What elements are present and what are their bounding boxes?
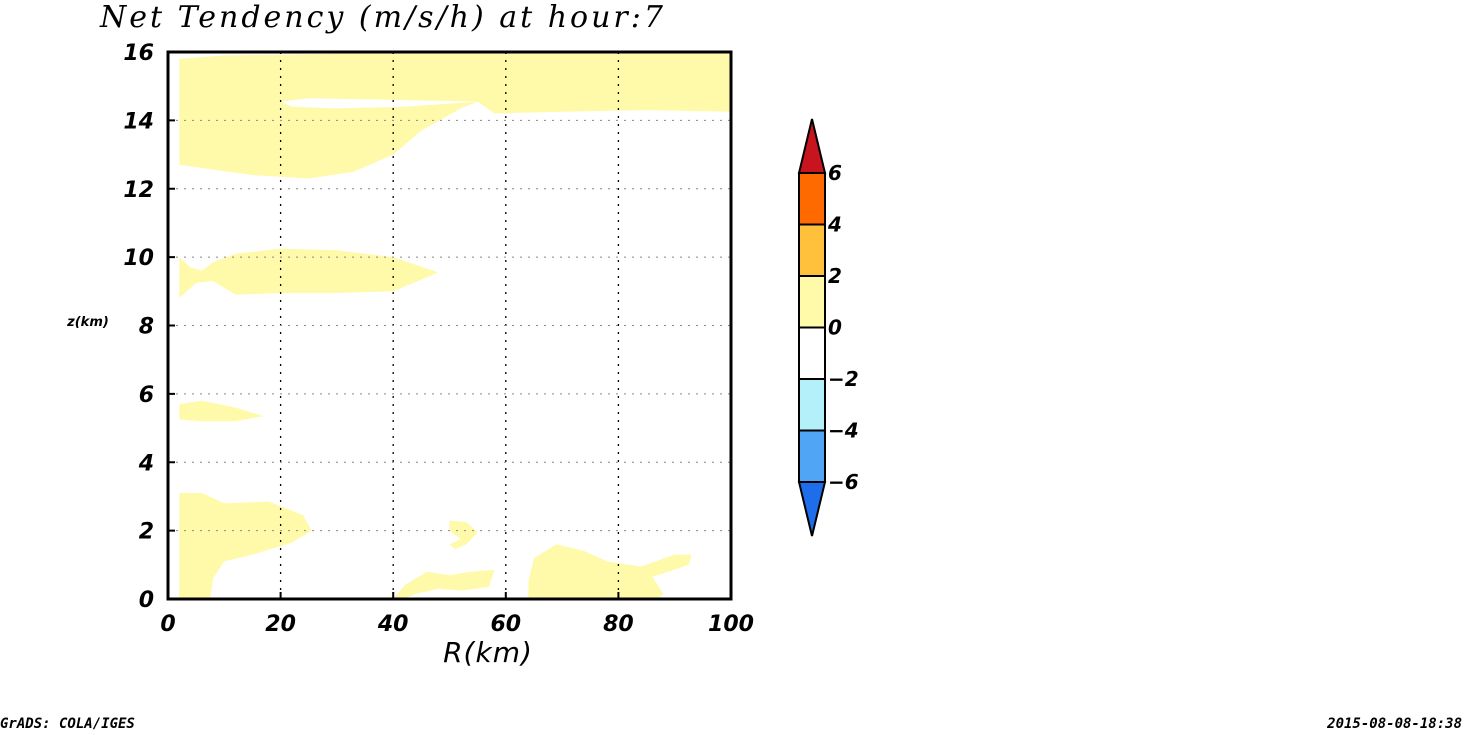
colorbar-swatch <box>798 223 826 277</box>
contour-region-5 <box>449 520 478 550</box>
colorbar-swatch <box>798 429 826 483</box>
y-tick-label: 12 <box>123 178 154 203</box>
colorbar-label: 0 <box>828 316 842 340</box>
y-tick-label: 0 <box>139 588 154 613</box>
contour-region-1 <box>280 98 478 109</box>
y-tick-label: 4 <box>138 451 154 476</box>
plot-fills <box>179 53 732 599</box>
x-tick-label: 80 <box>603 612 634 637</box>
chart-title: Net Tendency (m/s/h) at hour:7 <box>99 0 666 35</box>
y-tick-label: 6 <box>139 383 154 408</box>
x-tick-label: 40 <box>377 612 409 637</box>
contour-region-0 <box>179 53 732 179</box>
colorbar-label: 2 <box>828 264 842 288</box>
y-axis-label: z(km) <box>66 315 109 330</box>
footer-left: GrADS: COLA/IGES <box>0 716 135 732</box>
colorbar-swatch <box>798 275 826 329</box>
colorbar-label: −4 <box>828 419 859 443</box>
contour-region-2 <box>179 248 439 299</box>
contour-region-7 <box>528 544 692 599</box>
colorbar-label: −2 <box>828 367 859 391</box>
colorbar-swatch <box>798 326 826 380</box>
y-tick-label: 14 <box>123 109 154 134</box>
contour-region-4 <box>179 493 312 599</box>
x-tick-label: 60 <box>490 612 521 637</box>
y-tick-label: 10 <box>123 246 154 271</box>
x-tick-label: 20 <box>265 612 296 637</box>
x-axis-label: R(km) <box>443 636 533 669</box>
colorbar-label: 6 <box>828 161 842 185</box>
colorbar: 6 4 2 0 −2 −4 −6 <box>797 118 859 537</box>
y-tick-label: 8 <box>139 315 154 340</box>
colorbar-label: −6 <box>828 470 859 494</box>
plot-grid <box>168 52 731 599</box>
colorbar-swatch <box>797 118 827 174</box>
colorbar-label: 4 <box>827 213 842 237</box>
contour-region-3 <box>179 400 264 422</box>
colorbar-swatch <box>798 172 826 226</box>
x-tick-label: 0 <box>160 612 175 637</box>
footer-right: 2015-08-08-18:38 <box>1326 716 1462 732</box>
contour-region-6 <box>393 569 495 599</box>
colorbar-swatch <box>797 481 827 537</box>
y-tick-label: 16 <box>123 41 154 66</box>
x-axis: 0 20 40 60 80 100 <box>160 592 754 637</box>
y-axis: 0 2 4 6 8 10 12 14 16 <box>123 41 175 613</box>
y-tick-label: 2 <box>139 520 154 545</box>
colorbar-swatch <box>798 378 826 432</box>
x-tick-label: 100 <box>708 612 754 637</box>
